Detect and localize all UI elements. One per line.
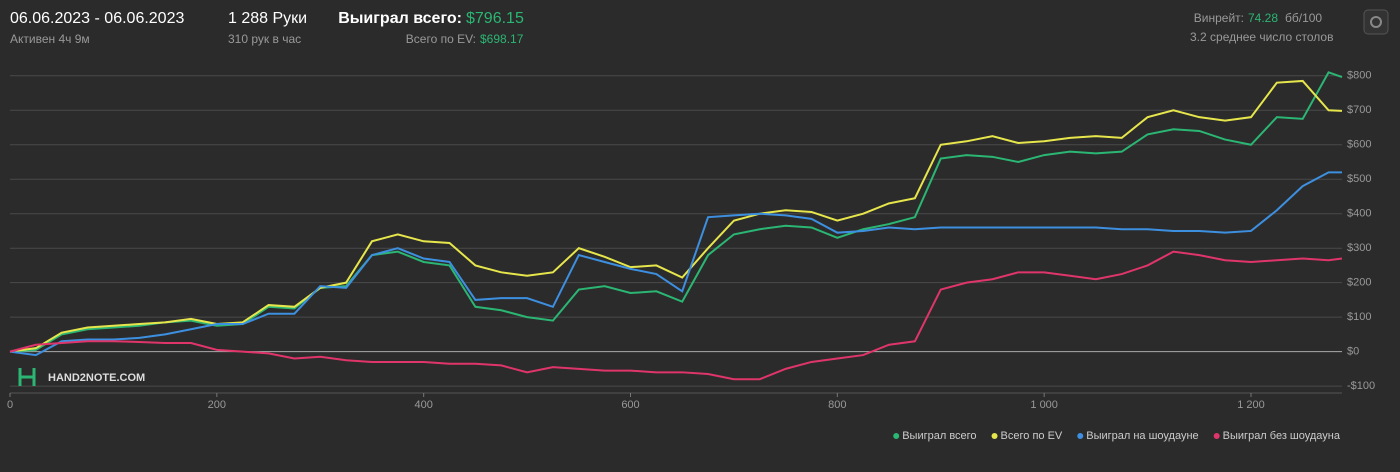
won-value: $796.15 — [466, 10, 524, 27]
winrate-value: 74.28 — [1248, 11, 1278, 25]
legend: Выиграл без шоудауна Выиграл на шоудауне В… — [893, 430, 1341, 442]
series-line — [9, 171, 1342, 357]
y-tick-label: $700 — [1347, 104, 1371, 116]
x-tick-label: 400 — [414, 399, 432, 411]
legend-label: Выиграл на шоудауне — [1086, 430, 1198, 442]
legend-dot — [1213, 433, 1220, 439]
period: 06.06.2023 - 06.06.2023 — [10, 10, 184, 27]
y-tick-label: $600 — [1347, 139, 1371, 151]
x-tick-label: 600 — [621, 399, 639, 411]
y-tick-label: $500 — [1347, 173, 1371, 185]
y-tick-label: -$100 — [1347, 380, 1375, 392]
y-tick-label: $800 — [1347, 70, 1371, 82]
winrate-label: Винрейт: — [1194, 11, 1244, 25]
series-line — [9, 79, 1343, 353]
series-line — [9, 250, 1343, 381]
x-tick-label: 800 — [828, 399, 846, 411]
hands: 1 288 Руки — [228, 10, 307, 27]
x-tick-label: 200 — [208, 399, 226, 411]
legend-dot — [893, 433, 900, 439]
y-tick-label: $100 — [1347, 311, 1371, 323]
y-tick-label: $200 — [1347, 277, 1371, 289]
winrate-unit: бб/100 — [1285, 11, 1322, 25]
hands-per-hour: 310 рук в час — [228, 32, 301, 46]
legend-dot — [991, 433, 998, 439]
x-tick-label: 0 — [7, 399, 13, 411]
legend-label: Выиграл всего — [902, 430, 976, 442]
logo-icon — [18, 368, 36, 386]
y-tick-label: $300 — [1347, 242, 1371, 254]
x-tick-label: 1 200 — [1237, 399, 1265, 411]
won-label: Выиграл всего: — [338, 10, 462, 27]
settings-button[interactable] — [1363, 9, 1389, 35]
plot: -$100 $0 $100 $200 $300 $400 $500 $600 $700 $800 0… — [7, 70, 1375, 411]
y-tick-label: $0 — [1347, 346, 1359, 358]
legend-label: Выиграл без шоудауна — [1223, 430, 1341, 442]
legend-dot — [1077, 433, 1084, 439]
logo: HAND2NOTE.COM — [48, 372, 145, 384]
x-tick-label: 1 000 — [1030, 399, 1058, 411]
y-tick-label: $400 — [1347, 208, 1371, 220]
active: Активен 4ч 9м — [10, 32, 90, 46]
ev-value: $698.17 — [480, 32, 524, 46]
settings-icon — [1370, 16, 1382, 28]
legend-label: Всего по EV — [1001, 430, 1063, 442]
tables: 3.2 среднее число столов — [1190, 30, 1333, 44]
ev-label: Всего по EV: — [406, 32, 476, 46]
